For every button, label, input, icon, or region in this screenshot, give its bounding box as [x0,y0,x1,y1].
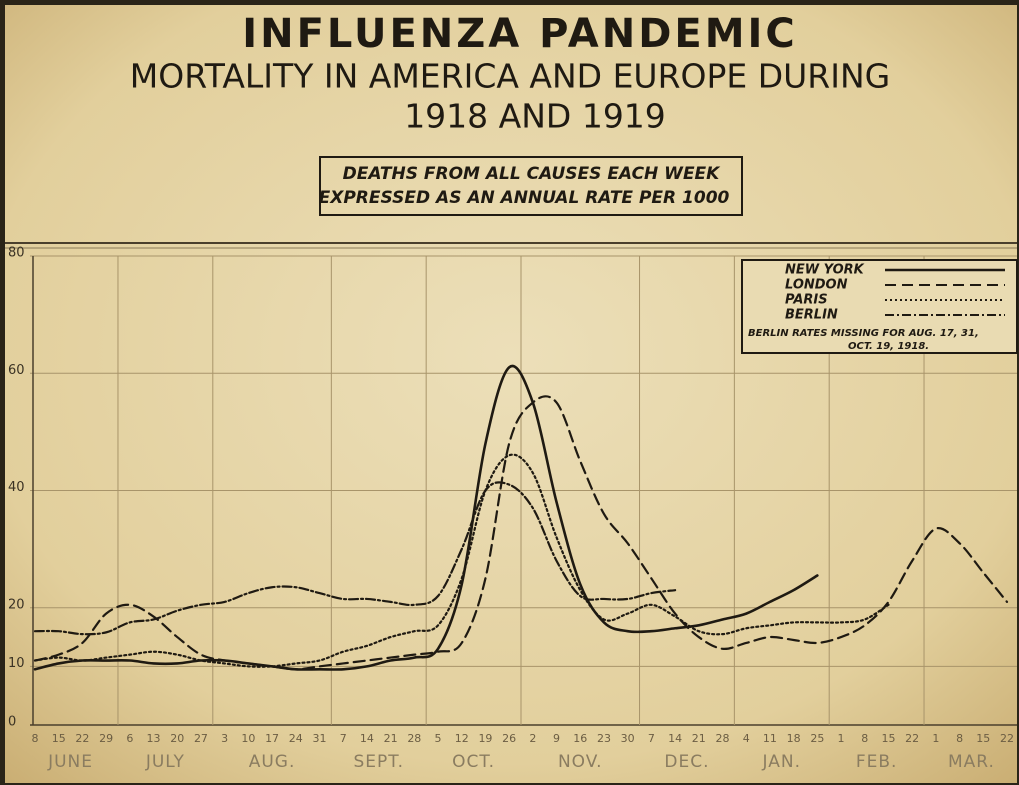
month-label: JUNE [47,752,93,772]
month-label: DEC. [664,752,709,772]
caption: EXPRESSED AS AN ANNUAL RATE PER 1000 [319,188,730,208]
legend-label: BERLIN [785,308,838,323]
x-tick-label: 27 [194,732,208,745]
month-label: JAN. [762,752,801,772]
month-label: FEB. [856,752,898,772]
x-tick-label: 18 [787,732,801,745]
x-tick-label: 11 [763,732,777,745]
x-tick-label: 1 [932,732,939,745]
x-tick-label: 2 [529,732,536,745]
x-tick-label: 22 [1000,732,1014,745]
month-label: OCT. [452,752,495,772]
x-tick-label: 10 [241,732,255,745]
x-tick-label: 22 [905,732,919,745]
x-tick-label: 30 [621,732,635,745]
x-tick-label: 19 [478,732,492,745]
x-tick-label: 21 [384,732,398,745]
y-tick-label: 20 [8,597,25,612]
x-tick-label: 6 [126,732,133,745]
x-tick-label: 7 [340,732,347,745]
x-tick-label: 8 [956,732,963,745]
x-tick-label: 4 [743,732,750,745]
data-line [33,395,1009,671]
caption: DEATHS FROM ALL CAUSES EACH WEEK [343,164,722,184]
data-line [33,481,677,636]
legend-label: LONDON [785,278,848,293]
x-tick-label: 26 [502,732,516,745]
x-tick-label: 28 [716,732,730,745]
x-tick-label: 17 [265,732,279,745]
x-tick-label: 13 [147,732,161,745]
x-tick-label: 28 [407,732,421,745]
x-tick-label: 16 [573,732,587,745]
x-tick-label: 29 [99,732,113,745]
x-tick-label: 9 [553,732,560,745]
x-tick-label: 14 [360,732,374,745]
y-tick-label: 80 [8,246,25,261]
x-tick-label: 20 [170,732,184,745]
x-tick-label: 7 [648,732,655,745]
x-tick-label: 1 [838,732,845,745]
month-label: NOV. [558,752,603,772]
x-tick-label: 24 [289,732,303,745]
legend-label: PARIS [785,293,828,308]
x-tick-label: 12 [455,732,469,745]
annotation: OCT. 19, 1918. [848,341,929,352]
caption-box [319,156,743,216]
annotation: BERLIN RATES MISSING FOR AUG. 17, 31, [748,328,979,339]
x-tick-label: 8 [32,732,39,745]
x-tick-label: 31 [312,732,326,745]
data-line [33,364,819,671]
x-tick-label: 15 [976,732,990,745]
x-tick-label: 3 [221,732,228,745]
x-tick-label: 14 [668,732,682,745]
x-tick-label: 15 [881,732,895,745]
x-tick-label: 5 [435,732,442,745]
y-tick-label: 0 [8,715,16,730]
legend-label: NEW YORK [785,263,865,278]
x-tick-label: 22 [75,732,89,745]
month-label: SEPT. [353,752,404,772]
month-label: JULY [145,752,185,772]
subtitle: MORTALITY IN AMERICA AND EUROPE DURING [130,57,890,96]
month-label: MAR. [948,752,995,772]
subtitle: 1918 AND 1919 [404,97,666,136]
y-tick-label: 40 [8,480,25,495]
data-line [33,453,890,668]
y-tick-label: 10 [8,656,25,671]
x-tick-label: 23 [597,732,611,745]
x-tick-label: 25 [810,732,824,745]
x-tick-label: 15 [52,732,66,745]
y-tick-label: 60 [8,363,25,378]
legend-box [741,259,1018,354]
month-label: AUG. [249,752,296,772]
x-tick-label: 21 [692,732,706,745]
chart-title: INFLUENZA PANDEMIC [242,11,798,57]
x-tick-label: 8 [861,732,868,745]
